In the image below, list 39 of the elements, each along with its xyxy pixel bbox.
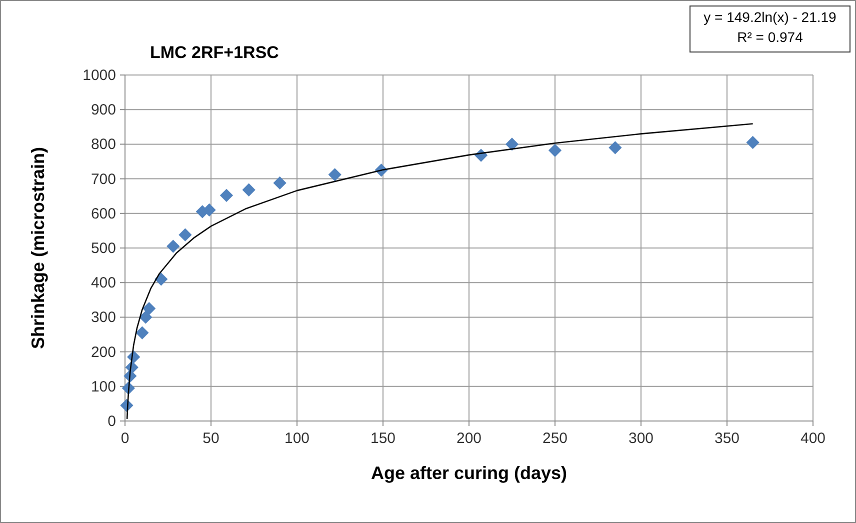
y-tick-label: 900 — [90, 102, 116, 119]
x-tick-label: 250 — [542, 430, 568, 447]
x-tick-label: 350 — [714, 430, 740, 447]
x-tick-label: 200 — [456, 430, 482, 447]
y-tick-label: 400 — [90, 274, 116, 292]
point — [746, 136, 760, 150]
point — [548, 144, 562, 157]
point — [505, 138, 519, 151]
y-tick-label: 100 — [90, 378, 116, 396]
y-tick-label: 1000 — [82, 67, 116, 84]
point — [242, 183, 256, 196]
chart-title: LMC 2RF+1RSC — [150, 43, 279, 62]
point — [328, 168, 342, 182]
point — [136, 326, 149, 340]
text: y = 149.2ln(x) - 21.19 — [704, 9, 837, 25]
point — [608, 141, 622, 154]
point — [154, 272, 168, 286]
x-tick-label: 0 — [120, 430, 130, 447]
y-tick-label: 800 — [90, 136, 116, 154]
y-tick-label: 300 — [90, 309, 116, 326]
point — [273, 176, 286, 190]
x-tick-label: 100 — [284, 430, 310, 447]
point — [142, 302, 156, 316]
y-axis-title: Shrinkage (microstrain) — [28, 146, 48, 350]
x-tick-label: 150 — [370, 430, 396, 447]
x-axis-title: Age after curing (days) — [370, 463, 568, 483]
point — [178, 228, 192, 242]
x-tick-label: 400 — [800, 430, 826, 447]
point — [220, 188, 234, 202]
y-tick-label: 600 — [90, 205, 116, 222]
y-tick-label: 200 — [90, 344, 116, 361]
y-tick-label: 0 — [108, 413, 116, 430]
point — [139, 310, 152, 324]
point — [166, 240, 180, 253]
x-tick-label: 50 — [202, 430, 220, 447]
y-tick-label: 500 — [90, 240, 116, 257]
x-tick-label: 300 — [628, 430, 654, 447]
text: R² = 0.974 — [737, 29, 804, 45]
y-tick-label: 700 — [90, 170, 116, 188]
